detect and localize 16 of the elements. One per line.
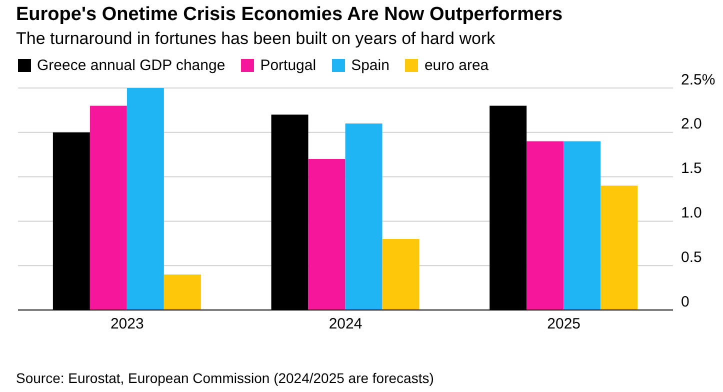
legend-label: Greece annual GDP change bbox=[37, 57, 226, 74]
legend-label: euro area bbox=[424, 57, 489, 74]
x-tick-label: 2023 bbox=[110, 316, 144, 333]
legend-label: Portugal bbox=[260, 57, 316, 74]
x-tick-label: 2025 bbox=[547, 316, 581, 333]
y-tick-label: 1.5 bbox=[681, 160, 702, 178]
chart-subtitle: The turnaround in fortunes has been built on years of hard work bbox=[16, 29, 496, 49]
chart-title: Europe's Onetime Crisis Economies Are Now Outperformers bbox=[16, 4, 564, 26]
x-tick-label: 2024 bbox=[328, 316, 362, 333]
legend-label: Spain bbox=[351, 57, 390, 74]
y-tick-label: 0.5 bbox=[681, 248, 702, 266]
y-tick-label: 0 bbox=[681, 293, 690, 310]
y-tick-label: 1.0 bbox=[681, 204, 702, 222]
y-tick-label: 2.0 bbox=[681, 116, 702, 133]
y-tick-label: 2.5% bbox=[681, 71, 716, 88]
source-note: Source: Eurostat, European Commission (2024/2025 are forecasts) bbox=[16, 370, 434, 386]
